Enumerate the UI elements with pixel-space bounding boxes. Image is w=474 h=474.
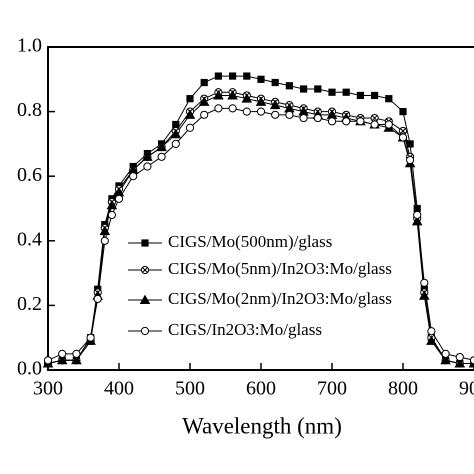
marker <box>171 139 180 148</box>
marker <box>427 327 436 336</box>
legend-marker <box>140 326 150 336</box>
marker <box>269 99 281 110</box>
marker <box>342 117 351 126</box>
marker <box>184 109 196 119</box>
marker <box>241 93 253 103</box>
marker <box>99 225 111 236</box>
marker <box>356 117 365 126</box>
y-tick-label: 0.2 <box>17 293 42 315</box>
x-tick-label: 700 <box>317 378 347 400</box>
marker <box>58 349 67 358</box>
marker <box>200 110 209 119</box>
y-tick-label: 1.0 <box>17 35 42 57</box>
marker <box>143 162 152 171</box>
marker <box>419 290 430 300</box>
x-tick-label: 300 <box>33 378 63 400</box>
marker <box>385 95 393 103</box>
marker <box>213 90 224 100</box>
x-tick-label: 900 <box>459 378 474 400</box>
y-tick-label: 0.0 <box>17 358 42 380</box>
marker <box>406 140 414 148</box>
marker <box>172 120 180 129</box>
marker <box>356 91 364 100</box>
x-tick-label: 800 <box>388 378 418 400</box>
marker <box>370 113 379 123</box>
marker <box>399 108 407 116</box>
marker <box>285 82 293 90</box>
marker <box>411 216 423 226</box>
marker <box>107 210 117 220</box>
marker <box>214 72 222 80</box>
marker <box>56 354 68 365</box>
marker <box>314 85 322 93</box>
marker <box>300 85 308 93</box>
marker <box>86 333 95 342</box>
legend-marker <box>141 239 149 247</box>
marker <box>257 75 265 83</box>
marker <box>198 96 210 106</box>
marker <box>156 141 167 152</box>
marker <box>454 358 466 368</box>
marker <box>129 172 138 181</box>
x-axis-label: Wavelength (nm) <box>182 413 342 438</box>
legend-label: CIGS/In2O3:Mo/glass <box>168 320 322 339</box>
marker <box>229 72 237 80</box>
marker <box>186 95 194 103</box>
marker <box>413 210 422 220</box>
marker <box>406 155 415 165</box>
y-tick-label: 0.6 <box>17 164 42 186</box>
marker <box>342 88 350 96</box>
legend-label: CIGS/Mo(500nm)/glass <box>168 232 332 251</box>
marker <box>469 356 474 365</box>
x-tick-label: 600 <box>246 378 276 400</box>
marker <box>142 151 153 161</box>
marker <box>43 356 53 365</box>
marker <box>256 107 266 116</box>
marker <box>170 128 182 139</box>
marker <box>227 90 238 100</box>
marker <box>255 96 267 106</box>
marker <box>243 72 251 80</box>
marker <box>398 126 408 136</box>
marker <box>93 294 102 304</box>
x-tick-label: 400 <box>104 378 134 400</box>
marker <box>398 133 408 142</box>
marker <box>242 107 251 116</box>
marker <box>370 120 379 129</box>
marker <box>384 120 393 129</box>
marker <box>420 278 429 287</box>
marker <box>371 91 379 100</box>
marker <box>185 123 195 132</box>
marker <box>328 88 336 96</box>
marker <box>299 113 308 123</box>
y-tick-label: 0.4 <box>17 228 42 250</box>
marker <box>455 352 464 362</box>
marker <box>228 104 237 113</box>
marker <box>426 335 437 345</box>
marker <box>72 349 81 358</box>
marker <box>440 354 451 365</box>
marker <box>200 78 208 87</box>
marker <box>271 110 280 119</box>
marker <box>271 78 279 87</box>
marker <box>106 199 118 210</box>
legend-marker <box>139 294 151 304</box>
marker <box>100 236 109 245</box>
legend-label: CIGS/Mo(5nm)/In2O3:Mo/glass <box>168 259 392 278</box>
marker <box>114 194 124 203</box>
marker <box>313 113 322 123</box>
marker <box>413 204 421 213</box>
x-tick-label: 500 <box>175 378 205 400</box>
legend-label: CIGS/Mo(2nm)/In2O3:Mo/glass <box>168 289 392 308</box>
marker <box>214 104 223 113</box>
marker <box>157 152 166 161</box>
marker <box>285 110 294 119</box>
legend-marker <box>140 265 150 275</box>
y-tick-label: 0.8 <box>17 99 42 121</box>
marker <box>327 117 337 126</box>
marker <box>441 349 450 358</box>
marker <box>71 354 82 365</box>
